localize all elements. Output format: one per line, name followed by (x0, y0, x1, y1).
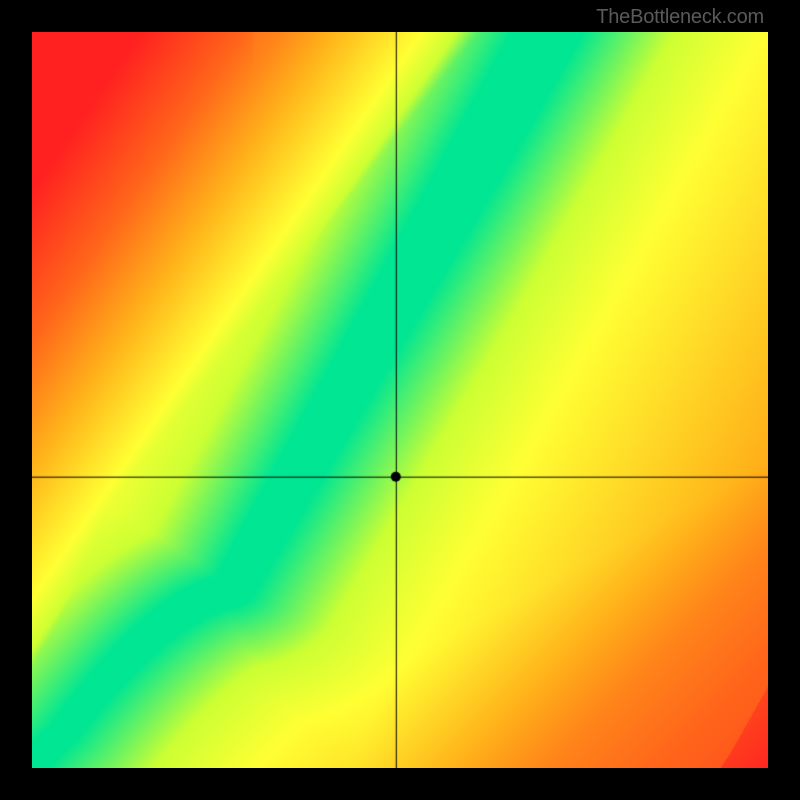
heatmap-canvas (32, 32, 768, 768)
chart-container: TheBottleneck.com (0, 0, 800, 800)
watermark-text: TheBottleneck.com (596, 6, 764, 29)
